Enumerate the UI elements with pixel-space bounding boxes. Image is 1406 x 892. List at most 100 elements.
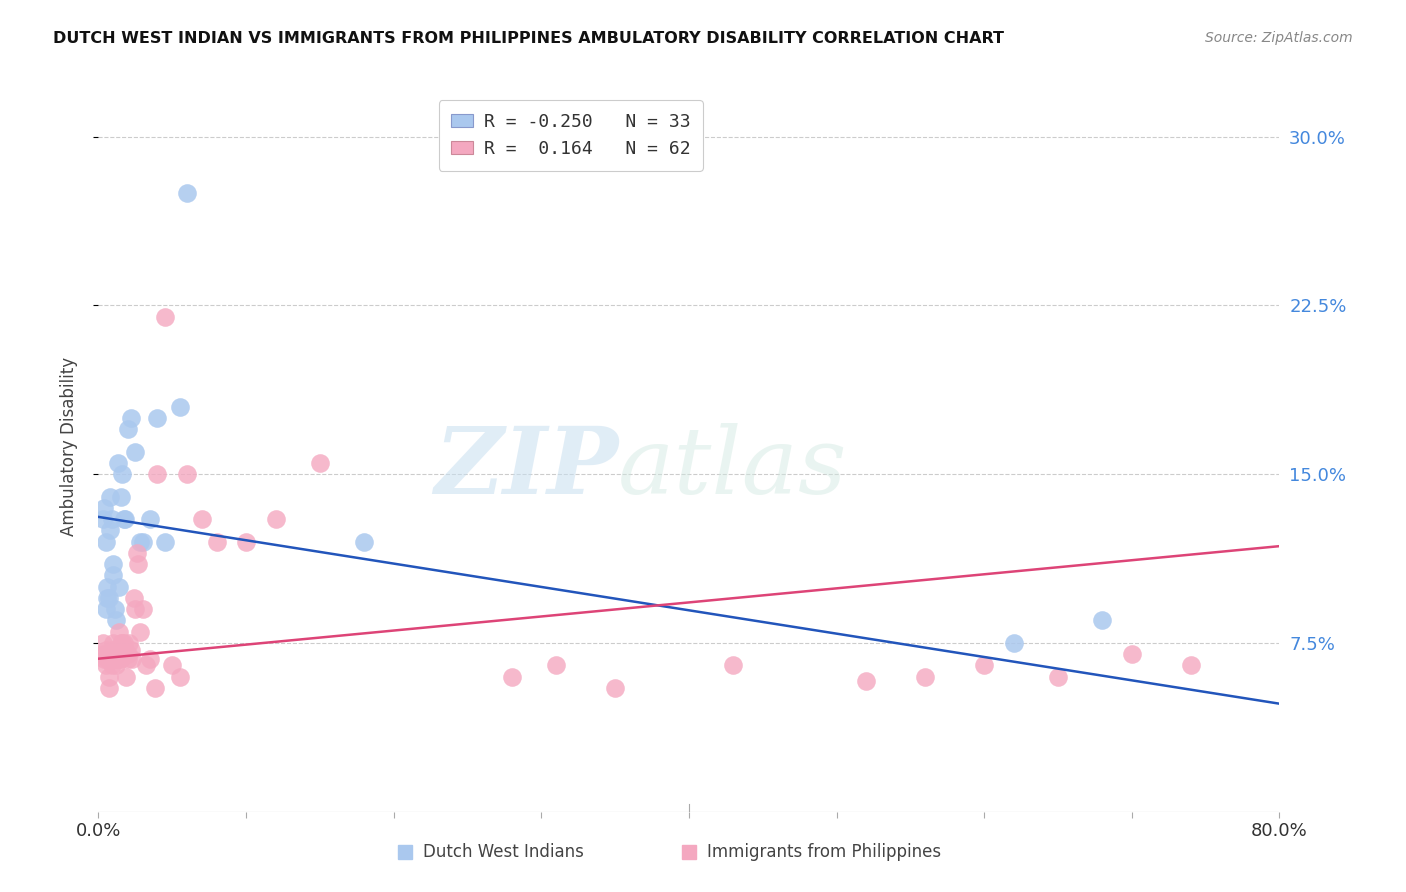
Point <box>98 490 121 504</box>
Point <box>132 602 155 616</box>
Point <box>128 534 150 549</box>
Point <box>100 512 122 526</box>
Point <box>96 591 118 605</box>
Point <box>546 658 568 673</box>
Point <box>110 636 132 650</box>
Point <box>125 546 148 560</box>
Point <box>110 490 132 504</box>
Point <box>98 647 121 661</box>
Point <box>118 636 141 650</box>
Point <box>120 642 142 657</box>
Point <box>98 524 121 538</box>
Point <box>120 410 142 425</box>
Point <box>107 456 129 470</box>
Point <box>115 670 138 684</box>
Point <box>146 410 169 425</box>
Point <box>103 647 125 661</box>
Point <box>353 534 375 549</box>
Point <box>122 591 145 605</box>
Point <box>112 512 135 526</box>
Point <box>1091 614 1114 628</box>
Legend: R = -0.250   N = 33, R =  0.164   N = 62: R = -0.250 N = 33, R = 0.164 N = 62 <box>439 100 703 170</box>
Point <box>143 681 166 695</box>
Point <box>111 636 134 650</box>
Point <box>132 534 155 549</box>
Text: Source: ZipAtlas.com: Source: ZipAtlas.com <box>1205 31 1353 45</box>
Point <box>135 658 157 673</box>
Point <box>114 642 136 657</box>
Point <box>146 467 169 482</box>
Point <box>723 658 745 673</box>
Point <box>1046 670 1070 684</box>
Point <box>105 651 128 665</box>
Point <box>112 636 135 650</box>
Point <box>235 534 257 549</box>
Point <box>97 591 120 605</box>
Point <box>117 651 139 665</box>
Point <box>104 602 127 616</box>
Point <box>128 624 150 639</box>
Point <box>162 658 183 673</box>
Point <box>855 674 877 689</box>
Point <box>93 651 115 665</box>
Point <box>605 681 627 695</box>
Point <box>264 512 287 526</box>
Point <box>97 670 120 684</box>
Point <box>309 456 332 470</box>
Point <box>93 500 115 515</box>
Point <box>103 568 125 582</box>
Point <box>127 557 149 571</box>
Point <box>107 642 129 657</box>
Point <box>117 647 139 661</box>
Point <box>91 636 114 650</box>
Point <box>124 602 146 616</box>
Point <box>103 636 125 650</box>
Point <box>110 651 132 665</box>
Point <box>98 651 121 665</box>
Point <box>103 557 125 571</box>
Point <box>117 422 139 436</box>
Point <box>105 658 128 673</box>
Point <box>153 310 176 324</box>
Point <box>94 602 117 616</box>
Point <box>112 647 135 661</box>
Point <box>94 658 117 673</box>
Point <box>1121 647 1143 661</box>
Point <box>121 651 143 665</box>
Point <box>108 580 131 594</box>
Point <box>93 647 115 661</box>
Point <box>96 580 118 594</box>
Point <box>108 624 131 639</box>
Point <box>100 642 122 657</box>
Point <box>114 512 136 526</box>
Point <box>501 670 523 684</box>
Point <box>94 534 117 549</box>
Point <box>176 467 198 482</box>
Point <box>169 670 191 684</box>
Point <box>139 651 162 665</box>
Text: Immigrants from Philippines: Immigrants from Philippines <box>707 843 941 861</box>
Point <box>105 614 128 628</box>
Point <box>91 512 114 526</box>
Point <box>153 534 176 549</box>
Y-axis label: Ambulatory Disability: Ambulatory Disability <box>59 357 77 535</box>
Point <box>100 658 122 673</box>
Point <box>973 658 995 673</box>
Point <box>139 512 162 526</box>
Point <box>97 681 120 695</box>
Point <box>124 444 146 458</box>
Point <box>107 651 129 665</box>
Point <box>191 512 214 526</box>
Point <box>104 647 127 661</box>
Point <box>205 534 228 549</box>
Point <box>169 400 191 414</box>
Text: DUTCH WEST INDIAN VS IMMIGRANTS FROM PHILIPPINES AMBULATORY DISABILITY CORRELATI: DUTCH WEST INDIAN VS IMMIGRANTS FROM PHI… <box>53 31 1004 46</box>
Point <box>96 651 118 665</box>
Point <box>1002 636 1025 650</box>
Text: atlas: atlas <box>619 423 848 513</box>
Point <box>176 186 198 200</box>
Text: Dutch West Indians: Dutch West Indians <box>423 843 583 861</box>
Text: ZIP: ZIP <box>434 423 619 513</box>
Point <box>914 670 936 684</box>
Point <box>94 642 117 657</box>
